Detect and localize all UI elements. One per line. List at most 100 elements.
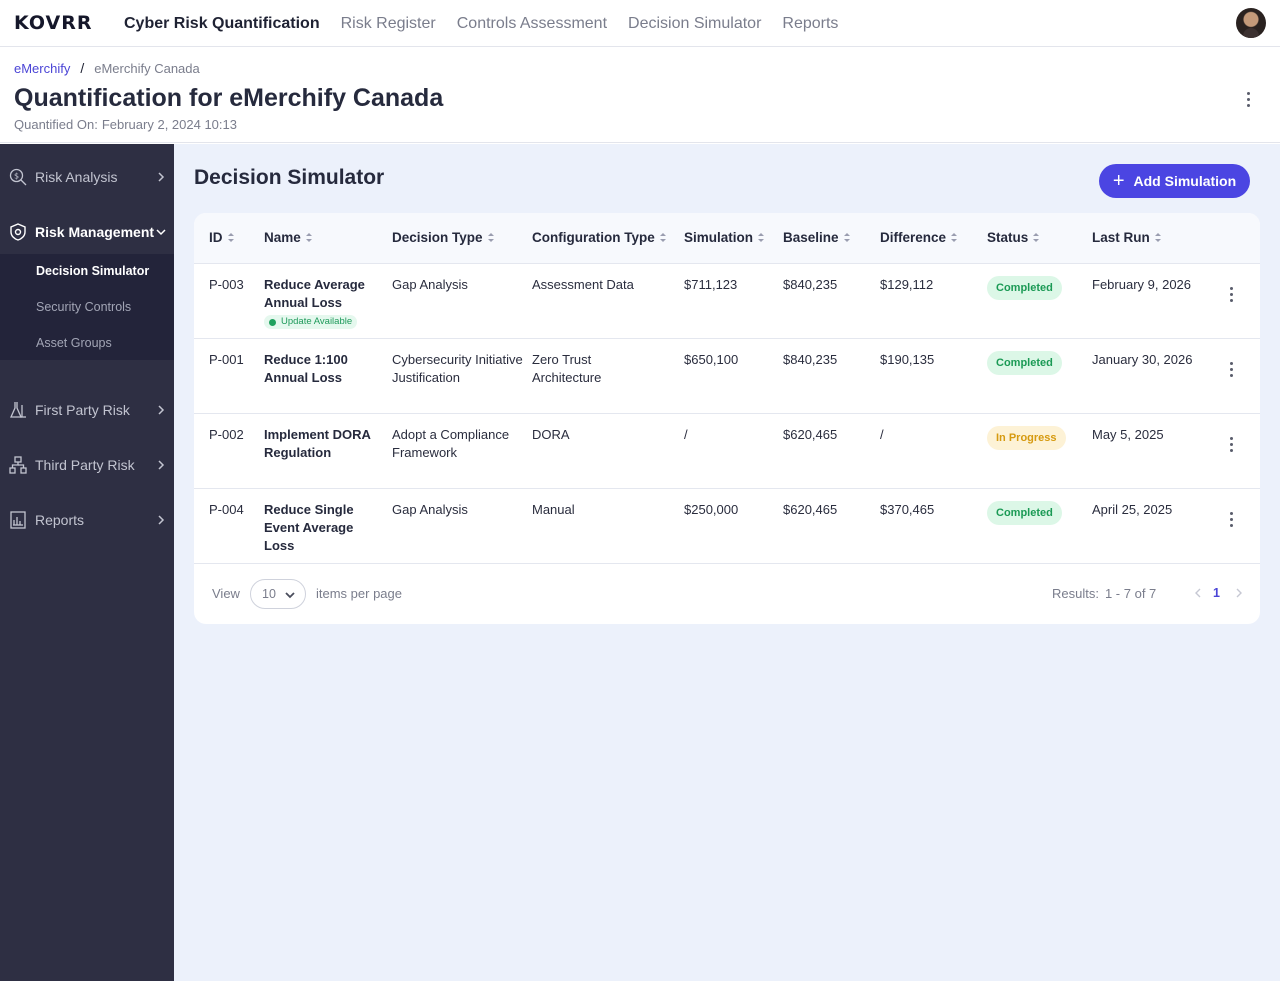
cell-id: P-004 (209, 502, 244, 517)
table-row[interactable]: P-002 Implement DORA Regulation Adopt a … (194, 414, 1260, 489)
cell-name[interactable]: Reduce Single Event Average Loss (264, 501, 364, 555)
per-page-select[interactable]: 10 (250, 579, 306, 609)
sidebar-item-first-party-risk[interactable]: First Party Risk (0, 393, 174, 427)
cell-id: P-001 (209, 352, 244, 367)
header-more-icon[interactable] (1238, 87, 1258, 111)
row-more-icon[interactable] (1221, 434, 1241, 454)
sidebar-item-label: First Party Risk (35, 402, 130, 418)
nav-controls-assessment[interactable]: Controls Assessment (456, 14, 608, 32)
sort-icon (227, 233, 234, 242)
status-badge: Completed (987, 351, 1062, 375)
nav-risk-register[interactable]: Risk Register (340, 14, 436, 32)
update-available-badge: Update Available (264, 315, 358, 329)
quantified-value: February 2, 2024 10:13 (101, 117, 237, 132)
sidebar-item-label: Third Party Risk (35, 457, 135, 473)
flask-icon (9, 402, 26, 418)
plus-icon: + (1112, 170, 1125, 192)
cell-id: P-002 (209, 427, 244, 442)
cell-last-run: May 5, 2025 (1092, 427, 1164, 442)
status-badge: Completed (987, 276, 1062, 300)
simulation-name[interactable]: Implement DORA Regulation (264, 427, 371, 460)
sidebar-subitem-security-controls[interactable]: Security Controls (36, 300, 132, 314)
kovrr-logo[interactable]: KOVRR (14, 12, 93, 34)
sidebar-item-risk-analysis[interactable]: $ Risk Analysis (0, 160, 174, 194)
add-simulation-label: Add Simulation (1133, 173, 1237, 189)
add-simulation-button[interactable]: + Add Simulation (1099, 164, 1250, 198)
cell-simulation: $650,100 (684, 352, 739, 367)
page-number-current[interactable]: 1 (1213, 586, 1220, 600)
row-more-icon[interactable] (1221, 284, 1241, 304)
row-more-icon[interactable] (1221, 509, 1241, 529)
table-row[interactable]: P-001 Reduce 1:100 Annual Loss Cybersecu… (194, 339, 1260, 414)
sidebar-item-label: Reports (35, 512, 85, 528)
cell-name[interactable]: Reduce 1:100 Annual Loss (264, 351, 384, 387)
column-header-status[interactable]: Status (987, 230, 1040, 245)
cell-difference: $190,135 (880, 352, 935, 367)
breadcrumb-separator: / (80, 60, 85, 76)
sort-icon (487, 233, 494, 242)
cell-difference: $129,112 (880, 277, 934, 292)
view-label: View (212, 586, 240, 601)
simulation-name[interactable]: Reduce Single Event Average Loss (264, 502, 354, 553)
sort-icon (305, 233, 312, 242)
column-header-difference[interactable]: Difference (880, 230, 958, 245)
sort-icon (659, 233, 666, 242)
chevron-left-icon[interactable] (1193, 587, 1203, 599)
sidebar-subitem-decision-simulator[interactable]: Decision Simulator (36, 264, 150, 278)
results-label: Results: (1052, 586, 1099, 601)
status-badge: Completed (987, 501, 1062, 525)
table-row[interactable]: P-003 Reduce Average Annual Loss Update … (194, 264, 1260, 339)
dollar-search-icon: $ (9, 168, 27, 186)
cell-baseline: $840,235 (783, 277, 838, 292)
cell-name[interactable]: Reduce Average Annual Loss Update Availa… (264, 276, 384, 331)
cell-id: P-003 (209, 277, 244, 292)
status-dot-icon (269, 318, 276, 326)
table-row[interactable]: P-004 Reduce Single Event Average Loss G… (194, 489, 1260, 564)
per-page-value: 10 (262, 587, 276, 601)
cell-configuration-type: DORA (532, 427, 570, 442)
sidebar-item-label: Risk Management (35, 224, 155, 240)
chevron-down-icon (285, 592, 295, 599)
column-header-id[interactable]: ID (209, 230, 234, 245)
table-header: ID Name Decision Type Configuration Type… (194, 213, 1260, 264)
results-summary: Results: 1 - 7 of 7 (1052, 586, 1156, 601)
nav-decision-simulator[interactable]: Decision Simulator (628, 14, 762, 32)
chevron-right-icon (158, 172, 165, 182)
chevron-right-icon (158, 460, 165, 470)
results-value: 1 - 7 of 7 (1104, 586, 1157, 601)
nav-reports[interactable]: Reports (782, 14, 839, 32)
simulation-name[interactable]: Reduce 1:100 Annual Loss (264, 352, 348, 385)
sort-icon (1033, 233, 1040, 242)
cell-simulation: $711,123 (684, 277, 738, 292)
nav-cyber-risk-quantification[interactable]: Cyber Risk Quantification (124, 14, 320, 32)
sidebar-item-risk-management[interactable]: Risk Management (0, 215, 174, 249)
cell-name[interactable]: Implement DORA Regulation (264, 426, 384, 462)
user-avatar[interactable] (1236, 8, 1266, 38)
sidebar-item-reports[interactable]: Reports (0, 503, 174, 537)
column-header-configuration-type[interactable]: Configuration Type (532, 230, 666, 245)
chevron-right-icon[interactable] (1234, 587, 1244, 599)
cell-decision-type: Adopt a Compliance Framework (392, 427, 510, 460)
section-title: Decision Simulator (194, 166, 385, 189)
cell-configuration-type: Manual (532, 502, 575, 517)
sidebar: $ Risk Analysis Risk Management Decision… (0, 144, 174, 981)
cell-baseline: $620,465 (783, 427, 838, 442)
status-badge: In Progress (987, 426, 1066, 450)
column-header-last-run[interactable]: Last Run (1092, 230, 1161, 245)
simulation-name[interactable]: Reduce Average Annual Loss (264, 277, 365, 310)
sidebar-item-third-party-risk[interactable]: Third Party Risk (0, 448, 174, 482)
cell-decision-type: Gap Analysis (392, 277, 468, 292)
column-header-name[interactable]: Name (264, 230, 312, 245)
column-header-baseline[interactable]: Baseline (783, 230, 850, 245)
sort-icon (843, 233, 850, 242)
row-more-icon[interactable] (1221, 359, 1241, 379)
sidebar-subitem-asset-groups[interactable]: Asset Groups (36, 336, 112, 350)
sidebar-submenu: Decision Simulator Security Controls Ass… (0, 254, 174, 360)
column-header-simulation[interactable]: Simulation (684, 230, 765, 245)
cell-configuration-type: Zero Trust Architecture (532, 352, 602, 385)
breadcrumb-parent-link[interactable]: eMerchify (14, 60, 71, 76)
cell-configuration-type: Assessment Data (532, 277, 634, 292)
column-header-decision-type[interactable]: Decision Type (392, 230, 494, 245)
breadcrumb: eMerchify / eMerchify Canada (14, 60, 200, 76)
cell-decision-type: Gap Analysis (392, 502, 468, 517)
